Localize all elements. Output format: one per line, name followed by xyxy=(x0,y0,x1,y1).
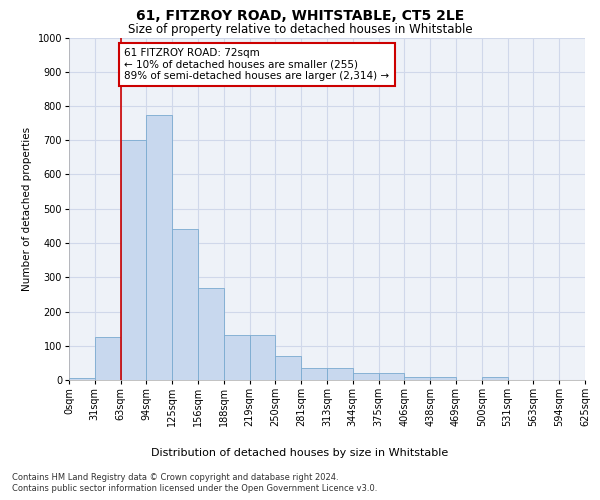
Text: 61, FITZROY ROAD, WHITSTABLE, CT5 2LE: 61, FITZROY ROAD, WHITSTABLE, CT5 2LE xyxy=(136,9,464,23)
Bar xyxy=(404,376,430,380)
Text: Size of property relative to detached houses in Whitstable: Size of property relative to detached ho… xyxy=(128,22,472,36)
Bar xyxy=(327,368,353,380)
Bar xyxy=(379,373,404,380)
Bar xyxy=(430,376,456,380)
Bar xyxy=(353,373,379,380)
Bar xyxy=(224,336,250,380)
Text: Contains HM Land Registry data © Crown copyright and database right 2024.: Contains HM Land Registry data © Crown c… xyxy=(12,472,338,482)
Bar xyxy=(301,368,327,380)
Bar xyxy=(95,337,121,380)
Bar xyxy=(172,230,198,380)
Bar xyxy=(198,288,224,380)
Text: Contains public sector information licensed under the Open Government Licence v3: Contains public sector information licen… xyxy=(12,484,377,493)
Bar xyxy=(69,378,95,380)
Bar xyxy=(146,114,172,380)
Bar xyxy=(275,356,301,380)
Bar xyxy=(250,336,275,380)
Text: Distribution of detached houses by size in Whitstable: Distribution of detached houses by size … xyxy=(151,448,449,458)
Bar xyxy=(121,140,146,380)
Bar xyxy=(482,376,508,380)
Y-axis label: Number of detached properties: Number of detached properties xyxy=(22,126,32,291)
Text: 61 FITZROY ROAD: 72sqm
← 10% of detached houses are smaller (255)
89% of semi-de: 61 FITZROY ROAD: 72sqm ← 10% of detached… xyxy=(124,48,389,81)
